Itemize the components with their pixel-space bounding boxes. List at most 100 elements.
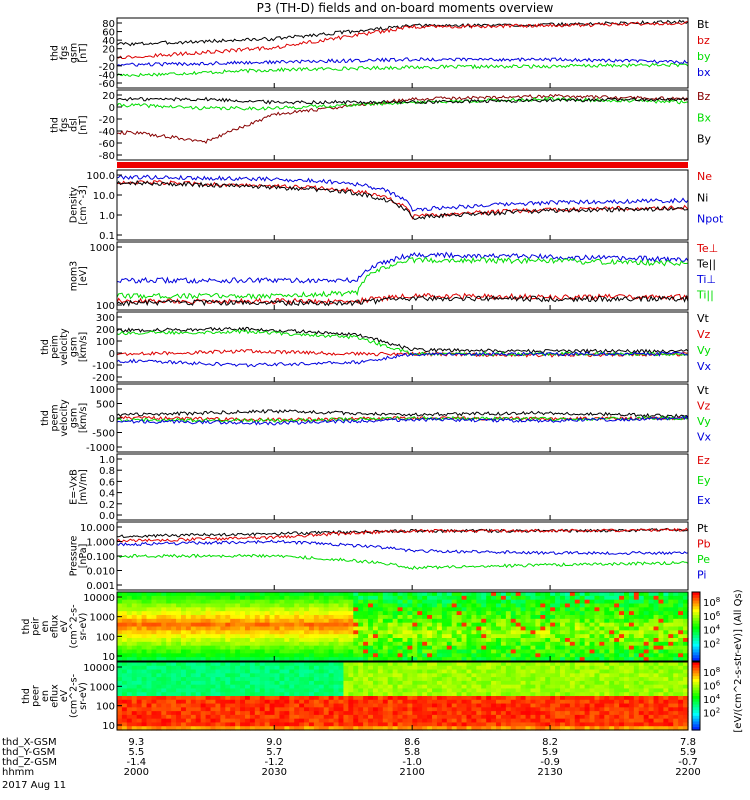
heatmap-cell: [614, 718, 620, 724]
heatmap-cell: [185, 703, 192, 708]
heatmap-cell: [633, 722, 640, 727]
heatmap-cell: [648, 726, 655, 731]
heatmap-cell: [126, 677, 133, 682]
heatmap-cell: [476, 711, 482, 716]
y-tick-label: 1.000: [86, 538, 115, 549]
heatmap-cell: [240, 641, 246, 647]
heatmap-cell: [432, 592, 438, 597]
heatmap-cell: [387, 714, 394, 720]
heatmap-cell: [505, 611, 512, 616]
heatmap-cell: [254, 657, 261, 662]
heatmap-cell: [210, 649, 217, 654]
heatmap-cell: [550, 657, 556, 662]
heatmap-cell: [289, 722, 295, 727]
heatmap-cell: [254, 641, 261, 647]
heatmap-cell: [604, 673, 610, 678]
heatmap-cell: [121, 684, 128, 690]
heatmap-cell: [471, 662, 477, 667]
heatmap-cell: [555, 649, 561, 654]
heatmap-cell: [338, 634, 345, 639]
heatmap-cell: [363, 680, 369, 686]
heatmap-cell: [372, 592, 379, 597]
heatmap-cell: [471, 611, 477, 616]
heatmap-cell: [161, 699, 167, 705]
heatmap-cell: [131, 649, 138, 654]
heatmap-cell: [628, 607, 635, 612]
heatmap-cell: [564, 615, 571, 620]
heatmap-cell: [496, 677, 502, 682]
heatmap-cell: [486, 630, 492, 635]
heatmap-cell: [619, 618, 625, 624]
colorbar-swatch: [692, 638, 700, 642]
heatmap-cell: [604, 641, 610, 647]
heatmap-cell: [205, 638, 212, 643]
heatmap-cell: [185, 618, 192, 624]
heatmap-cell: [436, 684, 443, 690]
heatmap-cell: [599, 718, 605, 724]
footer-value: 8.2: [542, 737, 558, 748]
heatmap-cell: [476, 599, 482, 605]
heatmap-cell: [500, 634, 507, 639]
heatmap-cell: [220, 680, 226, 686]
heatmap-cell: [579, 630, 586, 635]
heatmap-cell: [215, 703, 221, 708]
heatmap-cell: [653, 677, 660, 682]
heatmap-cell: [382, 696, 389, 701]
heatmap-cell: [185, 684, 192, 690]
heatmap-cell: [195, 696, 202, 701]
heatmap-cell: [638, 595, 645, 601]
heatmap-cell: [466, 714, 473, 720]
heatmap-cell: [619, 665, 625, 671]
heatmap-cell: [663, 669, 669, 674]
heatmap-cell: [220, 599, 226, 605]
heatmap-cell: [604, 615, 610, 620]
heatmap-cell: [240, 599, 246, 605]
heatmap-cell: [269, 638, 276, 643]
heatmap-cell: [299, 618, 305, 624]
heatmap-cell: [579, 595, 586, 601]
heatmap-cell: [156, 726, 162, 731]
colorbar-tick-label: 102: [703, 707, 720, 720]
heatmap-cell: [343, 595, 349, 601]
heatmap-cell: [392, 657, 399, 662]
footer-value: 5.9: [680, 747, 696, 758]
heatmap-cell: [584, 622, 591, 628]
heatmap-cell: [599, 630, 605, 635]
heatmap-cell: [126, 699, 133, 705]
heatmap-cell: [264, 641, 271, 647]
heatmap-cell: [338, 622, 345, 628]
heatmap-cell: [505, 657, 512, 662]
heatmap-cell: [619, 684, 625, 690]
heatmap-cell: [668, 615, 674, 620]
heatmap-cell: [131, 622, 138, 628]
heatmap-cell: [604, 692, 610, 697]
heatmap-cell: [668, 726, 674, 731]
heatmap-cell: [176, 653, 182, 658]
heatmap-cell: [530, 618, 537, 624]
heatmap-cell: [638, 641, 645, 647]
heatmap-cell: [244, 603, 251, 608]
heatmap-cell: [230, 722, 236, 727]
heatmap-cell: [230, 607, 236, 612]
heatmap-cell: [205, 665, 212, 671]
heatmap-cell: [294, 692, 300, 697]
y-tick-label: 100: [96, 632, 115, 643]
heatmap-cell: [343, 592, 349, 597]
heatmap-cell: [240, 688, 246, 693]
heatmap-cell: [624, 626, 630, 631]
heatmap-cell: [126, 657, 133, 662]
heatmap-cell: [205, 726, 212, 731]
heatmap-cell: [136, 630, 143, 635]
heatmap-cell: [604, 634, 610, 639]
heatmap-cell: [136, 607, 143, 612]
heatmap-cell: [117, 669, 123, 674]
heatmap-cell: [382, 599, 389, 605]
heatmap-cell: [599, 703, 605, 708]
heatmap-cell: [308, 638, 315, 643]
heatmap-cell: [648, 665, 655, 671]
heatmap-cell: [161, 665, 167, 671]
heatmap-cell: [249, 603, 256, 608]
heatmap-cell: [161, 626, 167, 631]
heatmap-cell: [126, 722, 133, 727]
